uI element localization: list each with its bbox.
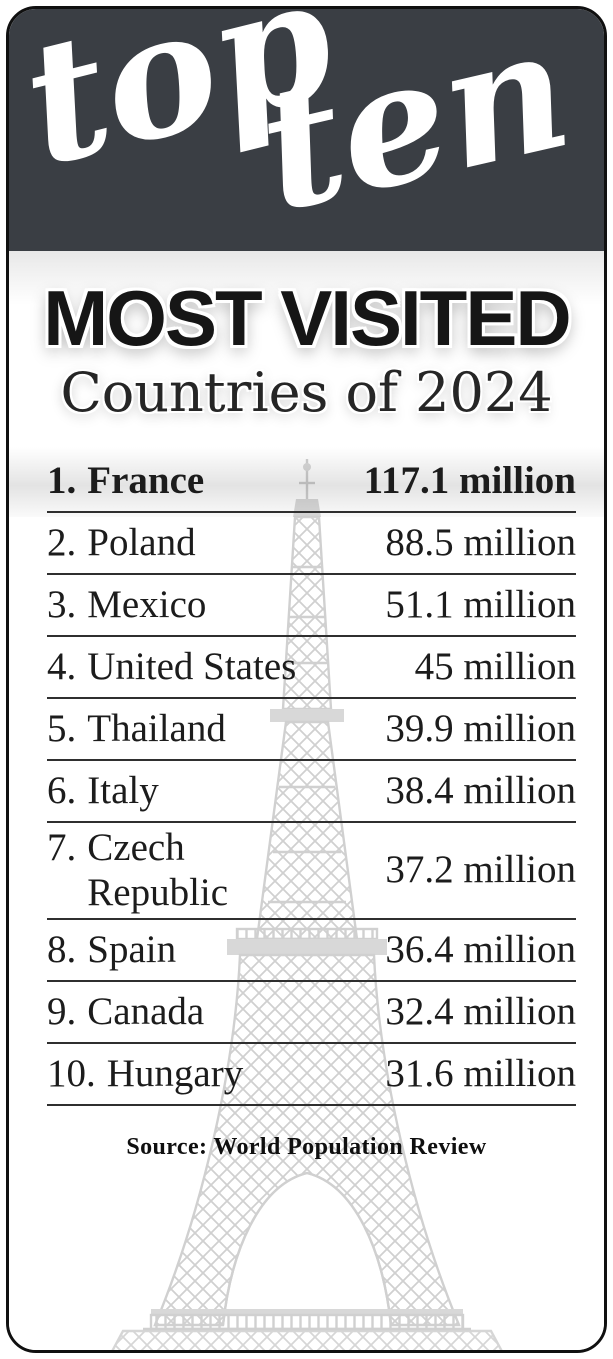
rank-label: 6.	[47, 769, 77, 812]
highlight-band	[9, 447, 604, 517]
eiffel-tower-illustration	[107, 457, 507, 1350]
rank-label: 5.	[47, 707, 77, 750]
visitor-count: 32.4 million	[385, 989, 576, 1033]
visitor-count: 39.9 million	[385, 707, 576, 750]
country-name: France	[87, 459, 205, 502]
rank-label: 2.	[47, 521, 77, 564]
country-name: Italy	[87, 769, 159, 812]
country-cell: 7. Czech Republic	[47, 826, 228, 915]
country-cell: 1. France	[47, 459, 204, 503]
table-row: 9. Canada 32.4 million	[47, 982, 576, 1045]
visitor-count: 38.4 million	[385, 769, 576, 812]
visitor-count: 51.1 million	[385, 583, 576, 626]
visitor-count: 36.4 million	[385, 927, 576, 971]
infographic-card: top ten	[6, 6, 607, 1353]
visitor-count: 45 million	[414, 645, 576, 688]
rank-label: 3.	[47, 583, 77, 626]
rank-label: 9.	[47, 989, 77, 1033]
table-row: 6. Italy 38.4 million	[47, 761, 576, 824]
rank-label: 4.	[47, 645, 77, 688]
visitor-count: 117.1 million	[363, 459, 576, 502]
table-row: 5. Thailand 39.9 million	[47, 699, 576, 762]
source-note: Source: World Population Review	[126, 1134, 487, 1161]
country-name: Hungary	[106, 1051, 244, 1095]
country-cell: 9. Canada	[47, 990, 204, 1034]
rank-label: 10.	[47, 1051, 96, 1095]
rank-label: 8.	[47, 927, 77, 971]
table-row: 10. Hungary 31.6 million	[47, 1044, 576, 1107]
visitor-count: 88.5 million	[385, 521, 576, 564]
country-cell: 4. United States	[47, 645, 296, 689]
country-cell: 8. Spain	[47, 928, 176, 972]
country-name: Canada	[87, 989, 205, 1033]
visitor-count: 31.6 million	[385, 1051, 576, 1095]
visitor-count: 37.2 million	[385, 848, 576, 892]
title-countries-of-2024: Countries of 2024	[60, 360, 553, 424]
country-cell: 5. Thailand	[47, 707, 226, 751]
content-area: MOST VISITED Countries of 2024 1. France…	[9, 251, 604, 1350]
title-block: MOST VISITED Countries of 2024	[9, 251, 604, 421]
country-name: Mexico	[87, 583, 207, 626]
country-name: Poland	[87, 521, 196, 564]
table-row: 4. United States 45 million	[47, 637, 576, 700]
rank-label: 7.	[47, 826, 77, 870]
rankings-table: 1. France 117.1 million 2. Poland 88.5 m…	[47, 451, 576, 1107]
table-row: 8. Spain 36.4 million	[47, 920, 576, 983]
rank-label: 1.	[47, 459, 77, 502]
table-row: 1. France 117.1 million	[47, 451, 576, 514]
country-cell: 6. Italy	[47, 769, 159, 813]
country-name: Thailand	[87, 707, 226, 750]
table-row: 3. Mexico 51.1 million	[47, 575, 576, 638]
country-name: United States	[87, 645, 297, 688]
country-cell: 3. Mexico	[47, 583, 206, 627]
country-cell: 10. Hungary	[47, 1052, 243, 1096]
country-name: Czech Republic	[87, 826, 229, 914]
table-row: 7. Czech Republic 37.2 million	[47, 823, 576, 921]
top-ten-banner: top ten	[9, 9, 604, 251]
country-name: Spain	[87, 927, 177, 971]
table-row: 2. Poland 88.5 million	[47, 513, 576, 576]
country-cell: 2. Poland	[47, 521, 196, 565]
title-most-visited: MOST VISITED	[43, 274, 571, 362]
